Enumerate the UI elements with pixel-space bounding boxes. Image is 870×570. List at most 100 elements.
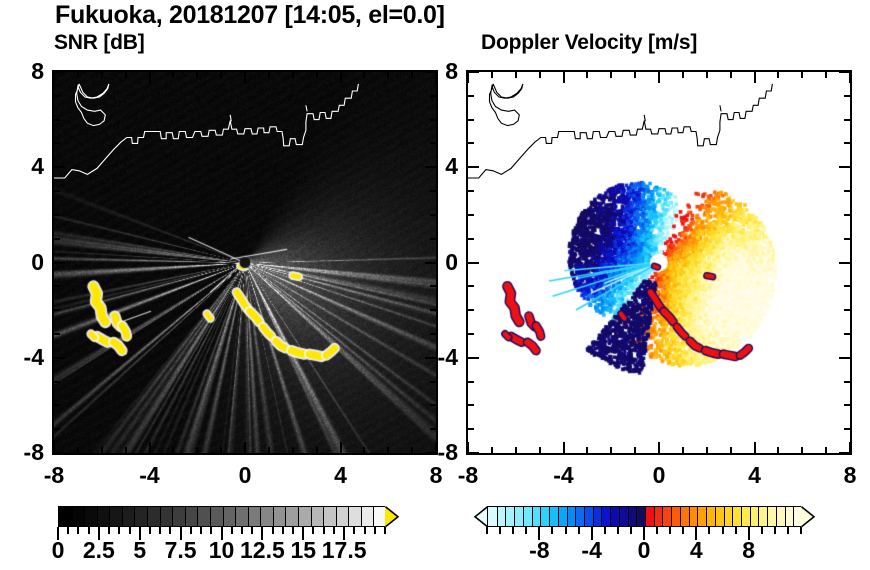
xtick-minor	[363, 447, 366, 453]
colorbar-under-arrow-border	[473, 505, 488, 527]
xtick-minor	[220, 447, 223, 453]
ytick-right-major	[425, 452, 436, 454]
xtick-major	[435, 442, 437, 453]
colorbar-separator	[793, 507, 795, 526]
colorbar-segment	[618, 507, 629, 526]
snr-plot-area[interactable]	[52, 70, 438, 455]
colorbar-separator	[172, 507, 174, 526]
snr-radar-field	[54, 72, 436, 453]
colorbar-tick-minor	[721, 527, 724, 534]
ytick-right-minor	[430, 404, 436, 407]
colorbar-separator	[260, 507, 262, 526]
ytick-right-minor	[430, 380, 436, 383]
velocity-panel-title: Doppler Velocity [m/s]	[481, 31, 698, 54]
colorbar-segment	[235, 507, 249, 526]
colorbar-segment	[147, 507, 161, 526]
xtick-minor	[387, 447, 390, 453]
colorbar-tick-label: -4	[581, 537, 602, 563]
colorbar-segment	[575, 507, 585, 526]
colorbar-tick-major	[538, 527, 541, 540]
ytick-major	[468, 71, 479, 73]
ytick-minor	[468, 190, 474, 193]
xtick-top-minor	[291, 72, 294, 78]
colorbar-segment	[767, 507, 777, 526]
ytick-minor	[54, 94, 60, 97]
ytick-right-minor	[430, 190, 436, 193]
colorbar-separator	[531, 507, 533, 526]
ytick-label: 8	[445, 58, 458, 84]
xtick-major	[148, 442, 151, 453]
colorbar-tick-minor	[384, 527, 386, 534]
xtick-top-minor	[490, 72, 493, 78]
velocity-colorbar-body[interactable]	[487, 506, 803, 527]
colorbar-tick-major	[57, 527, 59, 540]
velocity-colorbar[interactable]	[473, 505, 816, 528]
xtick-top-minor	[610, 72, 613, 78]
colorbar-separator	[310, 507, 312, 526]
colorbar-segment	[636, 507, 646, 526]
colorbar-over-arrow	[385, 506, 398, 526]
colorbar-segment	[159, 507, 173, 526]
colorbar-separator	[540, 507, 542, 526]
colorbar-tick-minor	[281, 527, 284, 534]
velocity-plot-area[interactable]	[466, 70, 852, 455]
snr-colorbar[interactable]	[58, 505, 400, 528]
ytick-minor	[54, 213, 60, 216]
ytick-right-minor	[844, 142, 850, 145]
coastline-segment	[305, 105, 308, 112]
colorbar-tick-minor	[734, 527, 737, 534]
xtick-minor	[411, 447, 414, 453]
colorbar-tick-minor	[118, 527, 121, 534]
colorbar-separator	[645, 507, 646, 526]
ytick-minor	[468, 237, 474, 240]
colorbar-tick-minor	[200, 527, 203, 534]
xtick-top-major	[658, 72, 660, 83]
colorbar-segment	[59, 507, 73, 526]
colorbar-tick-label: 4	[689, 537, 703, 563]
colorbar-tick-minor	[353, 527, 356, 534]
colorbar-separator	[522, 507, 524, 526]
colorbar-segment	[134, 507, 148, 526]
colorbar-tick-major	[97, 527, 100, 540]
ytick-minor	[468, 380, 474, 383]
xtick-minor	[777, 447, 780, 453]
snr-panel-title: SNR [dB]	[54, 31, 145, 54]
colorbar-over-arrow-border	[801, 505, 816, 527]
colorbar-segment	[697, 507, 707, 526]
xtick-minor	[291, 447, 294, 453]
colorbar-segment	[793, 507, 803, 526]
colorbar-separator	[147, 507, 149, 526]
colorbar-tick-minor	[525, 527, 528, 534]
xtick-top-minor	[777, 72, 780, 78]
colorbar-separator	[247, 507, 249, 526]
colorbar-segment	[653, 507, 664, 526]
colorbar-separator	[71, 507, 73, 526]
ytick-right-minor	[844, 285, 850, 288]
ytick-right-minor	[844, 404, 850, 407]
xtick-top-minor	[315, 72, 318, 78]
xtick-top-minor	[387, 72, 390, 78]
colorbar-segment	[592, 507, 602, 526]
colorbar-segment	[348, 507, 362, 526]
colorbar-segment	[784, 507, 794, 526]
ytick-minor	[54, 142, 60, 145]
ytick-minor	[468, 404, 474, 407]
xtick-top-minor	[729, 72, 732, 78]
ytick-minor	[54, 118, 60, 121]
colorbar-segment	[732, 507, 742, 526]
colorbar-tick-minor	[67, 527, 70, 534]
snr-colorbar-body[interactable]	[58, 506, 387, 527]
colorbar-tick-minor	[800, 527, 802, 534]
colorbar-tick-minor	[486, 527, 488, 534]
colorbar-tick-major	[220, 527, 223, 540]
ytick-minor	[54, 380, 60, 383]
ytick-minor	[54, 332, 60, 335]
colorbar-segment	[184, 507, 198, 526]
colorbar-segment	[197, 507, 211, 526]
colorbar-segment	[260, 507, 274, 526]
colorbar-tick-major	[179, 527, 182, 540]
ytick-label: 0	[445, 248, 458, 275]
colorbar-separator	[549, 507, 551, 526]
coastline-segment	[643, 114, 646, 122]
